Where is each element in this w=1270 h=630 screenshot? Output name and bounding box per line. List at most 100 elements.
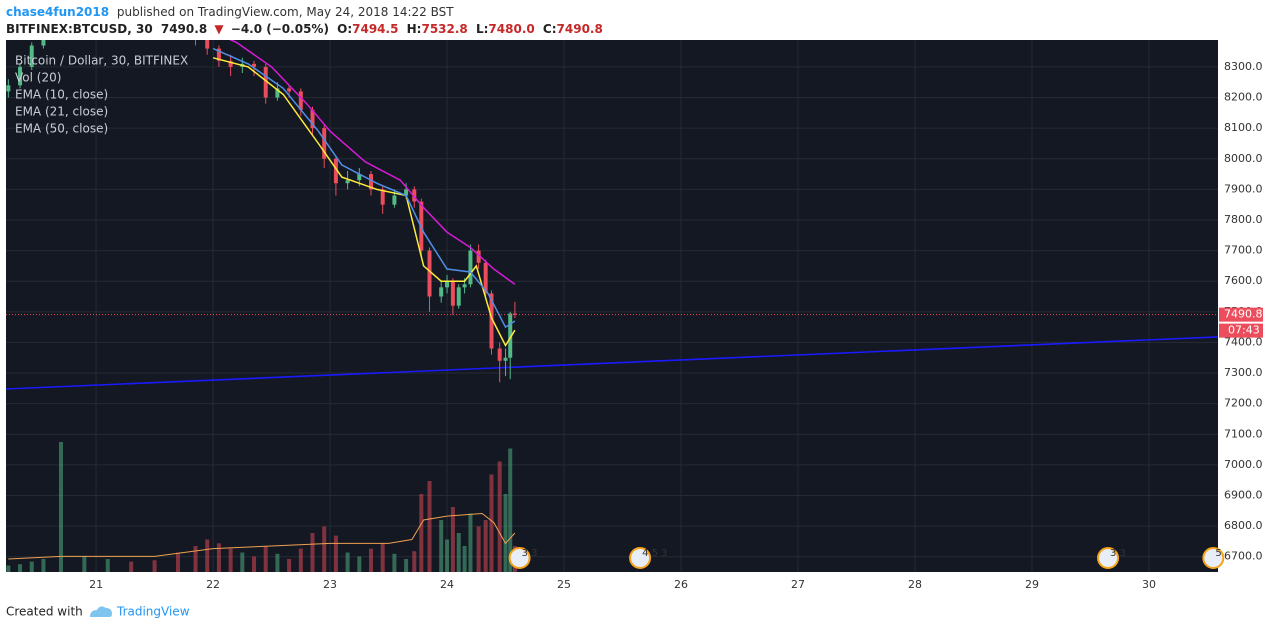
x-tick-label: 27	[791, 578, 805, 591]
y-tick-label: 7100.0	[1224, 427, 1263, 440]
y-tick-label: 8100.0	[1224, 121, 1263, 134]
volume-bar	[404, 559, 409, 572]
candle-body	[450, 281, 455, 306]
legend-entry: Bitcoin / Dollar, 30, BITFINEX	[15, 54, 188, 68]
volume-bar	[445, 539, 450, 572]
countdown-box	[1219, 323, 1263, 338]
chart-pane	[6, 40, 1218, 572]
legend-entry: Vol (20)	[15, 71, 61, 85]
event-label: 4 5 3	[642, 548, 667, 559]
y-tick-label: 6700.0	[1224, 550, 1263, 563]
o: 7494.5	[352, 22, 398, 36]
event-badge	[629, 547, 652, 569]
candle-body	[483, 262, 488, 294]
volume-bar	[333, 535, 338, 572]
volume-bar	[29, 561, 34, 572]
volume-bar	[497, 461, 502, 572]
volume-bar	[263, 546, 268, 572]
symbol: BITFINEX:BTCUSD, 30	[6, 22, 153, 36]
candle-body	[503, 357, 508, 361]
candle-body	[497, 348, 502, 361]
volume-bar	[175, 552, 180, 572]
published: published on TradingView.com, May 24, 20…	[117, 5, 454, 19]
candle-body	[445, 281, 450, 288]
candle-body	[369, 174, 374, 190]
candle-body	[489, 293, 494, 349]
candle-body	[216, 48, 221, 61]
event-label: 3 3	[1110, 548, 1126, 559]
volume-bar	[322, 526, 327, 572]
ema-line	[212, 57, 516, 348]
candle-body	[404, 189, 409, 196]
o-label: O:	[337, 22, 352, 36]
ema-line	[229, 40, 516, 285]
candle-body	[18, 66, 23, 86]
y-tick-label: 6900.0	[1224, 488, 1263, 501]
candle-body	[252, 63, 257, 67]
event-badge	[1097, 547, 1120, 569]
candle-body	[468, 250, 473, 285]
l-label: L:	[476, 22, 488, 36]
x-tick-label: 28	[908, 578, 922, 591]
y-tick-label: 7800.0	[1224, 213, 1263, 226]
y-tick-label: 8200.0	[1224, 91, 1263, 104]
x-tick-label: 26	[674, 578, 688, 591]
footer-brand[interactable]: TradingView	[116, 605, 190, 619]
h-label: H:	[407, 22, 422, 36]
candle-body	[298, 91, 303, 110]
volume-bar	[508, 448, 513, 572]
volume-bar	[462, 546, 467, 572]
volume-bar	[41, 559, 46, 572]
volume-bar	[489, 474, 494, 572]
quote-line: BITFINEX:BTCUSD, 30 7490.8 ▼ −4.0 (−0.05…	[6, 22, 603, 36]
last-price-label: 7490.8	[1224, 308, 1263, 321]
volume-bar	[392, 553, 397, 572]
candle-body	[476, 250, 481, 263]
volume-bar	[216, 543, 221, 572]
candle-body	[439, 287, 444, 297]
trendline	[6, 336, 1218, 390]
volume-bar	[476, 526, 481, 572]
candle-body	[462, 284, 467, 288]
candle-body	[205, 40, 210, 49]
event-label: 5	[1215, 548, 1221, 559]
legend-entry: EMA (50, close)	[15, 122, 108, 136]
c: 7490.8	[557, 22, 603, 36]
candle-body	[456, 287, 461, 306]
candle-body	[512, 313, 517, 315]
volume-bar	[129, 561, 134, 572]
legend-entry: EMA (21, close)	[15, 105, 108, 119]
logo	[90, 606, 112, 617]
volume-bar	[152, 560, 157, 572]
volume-bar	[228, 548, 233, 572]
event-badge	[508, 547, 531, 569]
volume-bar	[287, 559, 292, 572]
volume-bar	[58, 442, 63, 572]
y-tick-label: 6800.0	[1224, 519, 1263, 532]
y-tick-label: 7900.0	[1224, 182, 1263, 195]
volume-bar	[369, 548, 374, 572]
countdown-label: 07:43	[1228, 324, 1260, 337]
volume-bar	[456, 533, 461, 572]
volume-bar	[345, 552, 350, 572]
volume-bar	[240, 552, 245, 572]
publisher[interactable]: chase4fun2018	[6, 5, 109, 19]
volume-bar	[298, 548, 303, 572]
ema-line	[212, 47, 516, 329]
volume-bar	[503, 494, 508, 572]
y-tick-label: 7700.0	[1224, 244, 1263, 257]
footer-text: Created with	[6, 605, 83, 619]
volume-bar	[275, 553, 280, 572]
candle-body	[41, 40, 46, 46]
candle-body	[228, 60, 233, 67]
candle-body	[345, 180, 350, 184]
volume-bar	[193, 546, 198, 572]
last-price-box	[1219, 307, 1263, 322]
candle-body	[357, 174, 362, 181]
c-label: C:	[543, 22, 557, 36]
candle-body	[263, 66, 268, 98]
x-tick-label: 24	[440, 578, 454, 591]
volume-bar	[468, 513, 473, 572]
candle-body	[6, 85, 11, 92]
